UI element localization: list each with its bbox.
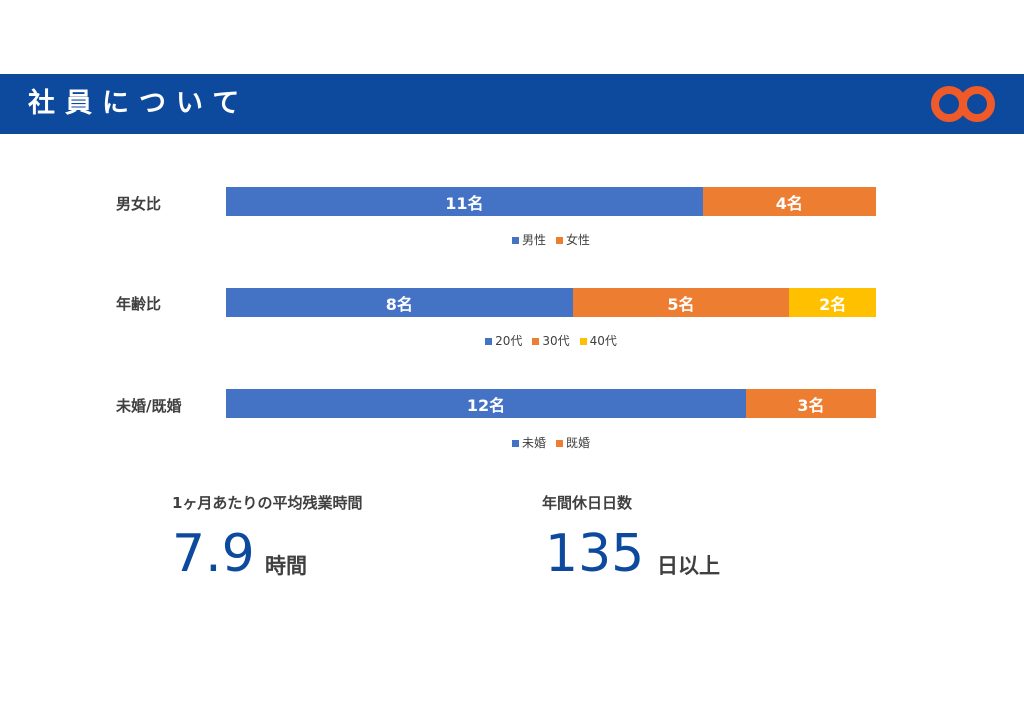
bar-segment-gender-1: 4名 bbox=[702, 187, 876, 216]
legend-age: 20代 30代 40代 bbox=[226, 333, 876, 349]
page-title: 社員について bbox=[28, 88, 250, 119]
legend-swatch bbox=[511, 439, 519, 447]
legend-label: 女性 bbox=[566, 233, 591, 247]
legend-swatch bbox=[579, 337, 587, 345]
bar-segment-marital-0: 12名 bbox=[226, 389, 746, 418]
legend-item-gender-0: 男性 bbox=[511, 232, 546, 248]
overtime-unit: 時間 bbox=[265, 554, 307, 578]
legend-swatch bbox=[511, 236, 519, 244]
legend-marital: 未婚 既婚 bbox=[226, 435, 876, 451]
header-bar: 社員について bbox=[0, 74, 1024, 134]
holidays-label: 年間休日日数 bbox=[542, 494, 633, 512]
bar-segment-gender-0: 11名 bbox=[226, 187, 703, 216]
legend-label: 20代 bbox=[495, 334, 523, 348]
holidays-unit: 日以上 bbox=[657, 554, 720, 578]
infinity-logo-icon bbox=[931, 86, 995, 122]
holidays-value: 135 bbox=[545, 524, 645, 584]
legend-label: 既婚 bbox=[566, 436, 591, 450]
legend-gender: 男性 女性 bbox=[226, 232, 876, 248]
row-label-marital: 未婚/既婚 bbox=[116, 397, 182, 415]
bar-segment-age-2: 2名 bbox=[789, 288, 876, 317]
bar-segment-marital-1: 3名 bbox=[746, 389, 876, 418]
legend-swatch bbox=[485, 337, 493, 345]
legend-swatch bbox=[556, 439, 563, 447]
bar-segment-age-0: 8名 bbox=[226, 288, 573, 317]
legend-item-age-2: 40代 bbox=[579, 333, 617, 349]
overtime-value: 7.9 bbox=[172, 524, 255, 584]
legend-item-gender-1: 女性 bbox=[556, 232, 590, 248]
legend-item-marital-1: 既婚 bbox=[556, 435, 590, 451]
legend-label: 未婚 bbox=[521, 436, 546, 450]
row-label-gender: 男女比 bbox=[116, 195, 162, 213]
legend-label: 30代 bbox=[542, 334, 570, 348]
bar-marital: 12名 3名 bbox=[226, 389, 876, 418]
legend-label: 男性 bbox=[521, 233, 546, 247]
legend-item-age-0: 20代 bbox=[485, 333, 522, 349]
bar-gender: 11名 4名 bbox=[226, 187, 876, 216]
legend-item-marital-0: 未婚 bbox=[511, 435, 546, 451]
legend-label: 40代 bbox=[589, 334, 617, 348]
legend-swatch bbox=[532, 337, 540, 345]
bar-segment-age-1: 5名 bbox=[572, 288, 790, 317]
row-label-age: 年齢比 bbox=[116, 295, 162, 313]
legend-item-age-1: 30代 bbox=[532, 333, 570, 349]
legend-swatch bbox=[556, 236, 563, 244]
bar-age: 8名 5名 2名 bbox=[226, 288, 876, 317]
overtime-label: 1ヶ月あたりの平均残業時間 bbox=[172, 494, 363, 512]
